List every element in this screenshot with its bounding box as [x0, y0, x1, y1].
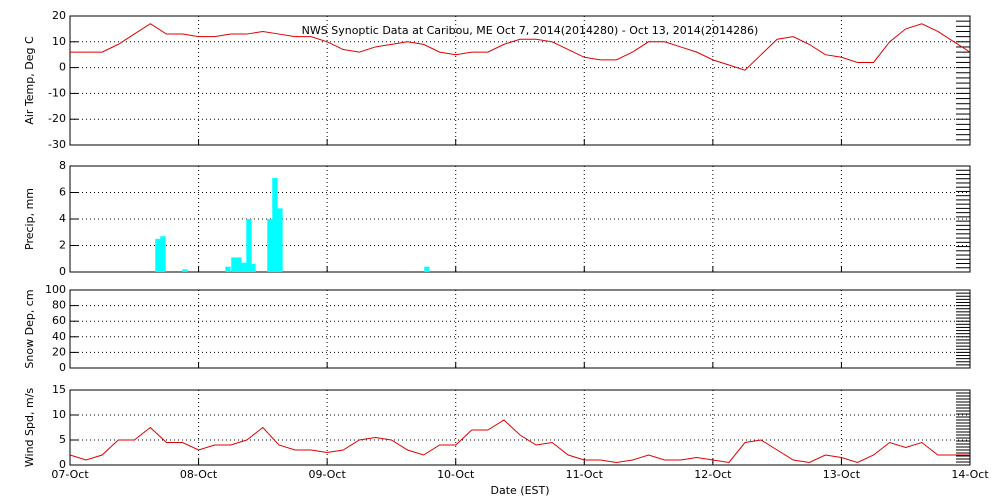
- y-tick-label: 8: [59, 159, 66, 172]
- bar: [236, 257, 242, 272]
- y-tick-label: 10: [52, 408, 66, 421]
- x-tick-label: 12-Oct: [694, 468, 732, 481]
- y-tick-label: 60: [52, 314, 66, 327]
- y-axis-label: Snow Dep, cm: [23, 289, 36, 368]
- bar: [225, 266, 231, 272]
- y-tick-label: 100: [45, 283, 66, 296]
- data-line: [69, 419, 970, 464]
- y-tick-label: 15: [52, 383, 66, 396]
- x-tick-label: 10-Oct: [437, 468, 475, 481]
- plot-frame: [69, 15, 971, 146]
- bar: [272, 177, 278, 272]
- bar: [250, 264, 256, 272]
- y-tick-label: 5: [59, 433, 66, 446]
- y-tick-label: 2: [59, 239, 66, 252]
- y-tick-label: -10: [48, 86, 66, 99]
- bar: [277, 208, 283, 272]
- y-tick-label: 40: [52, 330, 66, 343]
- x-tick-label: 08-Oct: [180, 468, 218, 481]
- data-line: [70, 23, 971, 71]
- bar: [231, 257, 237, 272]
- chart-title: NWS Synoptic Data at Caribou, ME Oct 7, …: [302, 24, 759, 37]
- x-tick-label: 07-Oct: [51, 468, 89, 481]
- bar: [424, 266, 430, 272]
- y-tick-label: 0: [59, 361, 66, 374]
- bar: [155, 238, 161, 272]
- plot-frame: [69, 289, 971, 369]
- x-tick-label: 11-Oct: [566, 468, 604, 481]
- bar: [246, 219, 252, 272]
- plot-frame: [69, 165, 971, 273]
- x-tick-label: 13-Oct: [823, 468, 861, 481]
- y-tick-label: 4: [59, 212, 66, 225]
- y-tick-label: 10: [52, 35, 66, 48]
- y-tick-label: 80: [52, 299, 66, 312]
- y-tick-label: 20: [52, 9, 66, 22]
- y-tick-label: 0: [59, 61, 66, 74]
- y-axis-label: Wind Spd, m/s: [23, 388, 36, 468]
- y-tick-label: 6: [59, 186, 66, 199]
- x-tick-label: 09-Oct: [308, 468, 346, 481]
- bar: [267, 219, 273, 272]
- bar: [182, 269, 188, 272]
- y-tick-label: -20: [48, 112, 66, 125]
- y-tick-label: -30: [48, 138, 66, 151]
- y-tick-label: 0: [59, 458, 66, 471]
- x-tick-label: 14-Oct: [951, 468, 989, 481]
- y-axis-label: Air Temp, Deg C: [23, 36, 36, 125]
- y-tick-label: 20: [52, 345, 66, 358]
- y-tick-label: 0: [59, 265, 66, 278]
- y-axis-label: Precip, mm: [23, 188, 36, 250]
- bar: [160, 236, 166, 272]
- plot-frame: [69, 389, 971, 466]
- x-axis-label: Date (EST): [490, 484, 549, 497]
- bar: [241, 262, 247, 272]
